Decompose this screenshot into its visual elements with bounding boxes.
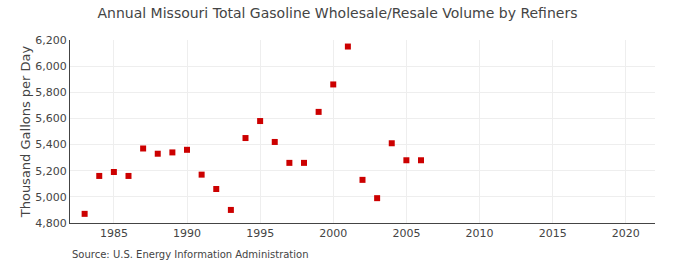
svg-text:5,400: 5,400 — [35, 138, 67, 151]
svg-text:2000: 2000 — [319, 227, 347, 240]
svg-text:1990: 1990 — [173, 227, 201, 240]
svg-text:5,600: 5,600 — [35, 112, 67, 125]
svg-text:Annual Missouri Total Gasoline: Annual Missouri Total Gasoline Wholesale… — [98, 5, 578, 21]
svg-text:Thousand Gallons per Day: Thousand Gallons per Day — [18, 45, 33, 218]
svg-text:2005: 2005 — [392, 227, 420, 240]
svg-text:4,800: 4,800 — [35, 217, 67, 230]
svg-text:2015: 2015 — [539, 227, 567, 240]
svg-text:2020: 2020 — [612, 227, 640, 240]
svg-text:6,000: 6,000 — [35, 60, 67, 73]
svg-text:5,000: 5,000 — [35, 191, 67, 204]
svg-text:6,200: 6,200 — [35, 34, 67, 47]
svg-text:5,200: 5,200 — [35, 165, 67, 178]
svg-text:5,800: 5,800 — [35, 86, 67, 99]
svg-text:Source: U.S. Energy Informatio: Source: U.S. Energy Information Administ… — [72, 249, 309, 260]
svg-text:2010: 2010 — [466, 227, 494, 240]
svg-text:1995: 1995 — [246, 227, 274, 240]
svg-text:1985: 1985 — [100, 227, 128, 240]
